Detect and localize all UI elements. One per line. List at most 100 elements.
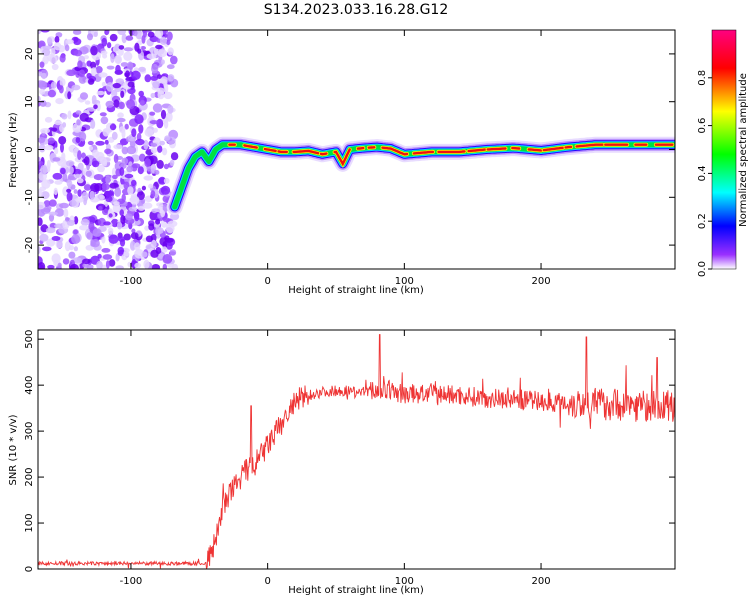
x-tick-label: 100 [395,576,414,587]
noise-blob [162,203,168,213]
y-tick-label: 500 [24,330,35,349]
noise-blob [79,224,89,231]
noise-blob [54,36,60,43]
noise-blob [156,159,164,169]
noise-blob [104,139,109,145]
noise-blob [53,42,62,51]
noise-blob [67,91,72,100]
noise-blob [106,65,115,70]
noise-blob [112,174,118,180]
noise-blob [115,253,120,262]
noise-blob [77,150,82,161]
noise-blob [135,138,145,146]
noise-blob [138,90,144,97]
noise-blob [106,82,114,92]
noise-blob [160,109,167,120]
noise-blob [38,95,41,103]
noise-blob [112,203,121,213]
noise-blob [150,239,157,248]
noise-blob [52,157,61,162]
noise-blob [38,160,44,167]
noise-blob [40,128,51,134]
noise-blob [65,39,74,45]
noise-blob [59,202,69,209]
colorbar: 0.0 0.2 0.4 0.6 0.8 Normalized spectral ampl… [697,29,749,277]
colorbar-ticks: 0.0 0.2 0.4 0.6 0.8 [697,70,712,277]
ridge-core-red [412,150,435,155]
ridge-core-red [356,146,365,150]
ridge-core-red [319,152,328,156]
noise-blob [100,50,108,55]
noise-blob [59,54,66,63]
noise-blob [95,66,103,74]
noise-blob [86,232,94,240]
noise-blob [75,173,80,178]
noise-blob [62,258,70,265]
noise-blob [150,75,159,81]
noise-blob [111,131,118,140]
noise-blob [45,227,56,234]
x-tick-label: 100 [395,276,414,287]
noise-blob [157,90,165,100]
noise-blob [123,251,130,257]
noise-blob [97,253,102,259]
noise-blob [127,61,134,72]
noise-blob [89,190,95,200]
noise-blob [51,127,58,132]
noise-blob [67,110,72,120]
noise-blob [66,188,72,193]
noise-blob [153,127,158,133]
noise-blob [42,45,52,51]
noise-blob [73,49,83,57]
noise-blob [150,249,159,258]
snr-y-ticks: 0 100 200 300 400 500 [24,330,675,572]
noise-blob [128,206,138,212]
noise-blob [126,165,134,173]
noise-blob [144,176,152,181]
noise-blob [78,69,86,78]
noise-blob [87,33,93,41]
noise-blob [77,189,82,197]
noise-blob [137,48,142,54]
ridge-core-red [243,144,258,149]
noise-blob [160,59,165,65]
ridge-core-red [333,148,351,167]
noise-blob [125,70,130,78]
noise-blob [150,92,156,99]
noise-blob [38,136,46,144]
noise-blob [55,98,64,105]
noise-blob [145,235,153,243]
noise-blob [116,117,126,123]
noise-blob [72,122,82,133]
ridge-core-red [575,143,604,148]
ridge-core-red [486,147,507,151]
noise-blob [60,167,66,175]
noise-blob [154,30,164,38]
noise-blob [163,83,169,94]
noise-blob [95,140,105,146]
noise-blob [96,260,103,269]
noise-blob [124,123,129,130]
noise-blob [41,72,47,80]
noise-blob [105,30,110,35]
noise-blob [134,262,142,269]
noise-blob [72,257,82,264]
y-tick-label: 0 [24,146,35,152]
noise-blob [42,55,49,65]
noise-blob [123,51,133,61]
noise-blob [118,101,125,110]
noise-blob [98,72,108,78]
noise-blob [46,238,56,247]
noise-blob [127,81,135,88]
noise-blob [58,85,64,94]
noise-blob [48,211,58,216]
noise-blob [83,156,90,166]
noise-blob [103,221,111,226]
y-tick-label: 20 [24,48,35,61]
ridge-core-red [381,146,409,156]
noise-blob [163,177,170,184]
figure-title: S134.2023.033.16.28.G12 [264,2,449,18]
snr-content [38,334,675,569]
snr-frame [37,329,676,570]
